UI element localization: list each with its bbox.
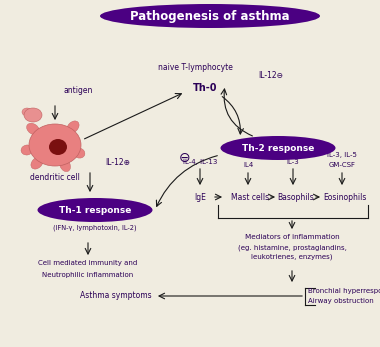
Text: Mast cells: Mast cells: [231, 193, 269, 202]
Text: (IFN-γ, lymphotoxin, IL-2): (IFN-γ, lymphotoxin, IL-2): [53, 224, 137, 230]
Text: dendritic cell: dendritic cell: [30, 173, 80, 182]
Text: ⊖: ⊖: [179, 151, 191, 165]
Text: Cell mediated immunity and: Cell mediated immunity and: [38, 260, 138, 266]
Ellipse shape: [67, 121, 79, 133]
Ellipse shape: [29, 124, 81, 166]
Ellipse shape: [60, 158, 70, 172]
Text: IL-3: IL-3: [287, 159, 299, 165]
Ellipse shape: [31, 157, 43, 169]
Text: Basophils: Basophils: [278, 193, 314, 202]
Text: Neutrophilic inflammation: Neutrophilic inflammation: [43, 272, 134, 278]
Ellipse shape: [220, 136, 336, 160]
Text: Asthma symptoms: Asthma symptoms: [81, 291, 152, 301]
Ellipse shape: [38, 198, 152, 222]
Ellipse shape: [27, 123, 40, 135]
Text: Eosinophils: Eosinophils: [323, 193, 367, 202]
Text: Th-0: Th-0: [193, 83, 217, 93]
Ellipse shape: [73, 148, 85, 158]
Ellipse shape: [21, 145, 33, 155]
Text: Airway obstruction: Airway obstruction: [308, 298, 374, 304]
Text: IL-12⊕: IL-12⊕: [105, 158, 130, 167]
Text: IgE: IgE: [194, 193, 206, 202]
Text: IL-12⊖: IL-12⊖: [258, 70, 283, 79]
Ellipse shape: [22, 108, 32, 116]
Text: IL-9: IL-9: [242, 152, 254, 158]
Text: antigen: antigen: [63, 86, 92, 95]
Text: Mediators of inflammation: Mediators of inflammation: [245, 234, 339, 240]
Ellipse shape: [49, 139, 67, 155]
Ellipse shape: [100, 4, 320, 28]
Text: Bronchial hyperresponsiveness: Bronchial hyperresponsiveness: [308, 288, 380, 294]
Text: GM-CSF: GM-CSF: [328, 162, 356, 168]
Text: IL-3, IL-5: IL-3, IL-5: [327, 152, 357, 158]
Text: Th-1 response: Th-1 response: [59, 205, 131, 214]
Text: IL4: IL4: [243, 162, 253, 168]
Text: Pathogenesis of asthma: Pathogenesis of asthma: [130, 9, 290, 23]
Text: IL-4, IL-13: IL-4, IL-13: [183, 159, 217, 165]
Text: naive T-lymphocyte: naive T-lymphocyte: [158, 63, 233, 72]
Ellipse shape: [24, 108, 42, 122]
Text: leukotrienes, enzymes): leukotrienes, enzymes): [251, 253, 333, 260]
Text: (eg. histamine, prostaglandins,: (eg. histamine, prostaglandins,: [238, 244, 347, 251]
Text: Th-2 response: Th-2 response: [242, 144, 314, 152]
